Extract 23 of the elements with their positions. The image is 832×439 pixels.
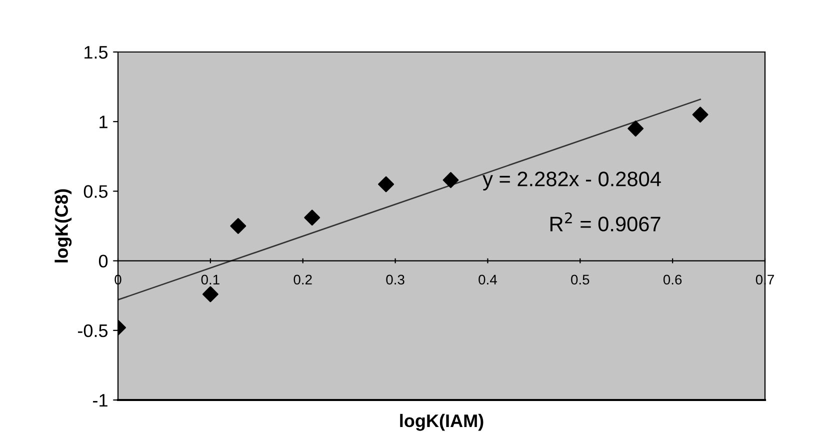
point [230, 218, 246, 234]
point [692, 106, 708, 123]
y-axis-title: logK(C8) [54, 189, 72, 262]
x-tick-label: 0.3 [386, 274, 404, 285]
y-tick-label: 0 [98, 254, 108, 268]
x-tick-label: 0.1 [201, 274, 220, 285]
y-tick-label: -0.5 [78, 324, 108, 338]
annotation: R$^{2}$ = 0.9067 [550, 212, 660, 232]
point [202, 286, 218, 302]
annotation: y = 2.282x - 0.2804 [482, 172, 661, 190]
x-tick-label: 0.4 [478, 274, 497, 285]
y-tick-label: 1.5 [84, 46, 108, 59]
x-axis-title: logK(IAM) [400, 414, 484, 431]
y-tick-label: -1 [93, 394, 108, 407]
y-tick-label: 0.5 [84, 185, 108, 198]
point [628, 120, 644, 137]
point [378, 176, 394, 192]
y-tick-label: 1 [100, 116, 108, 128]
point [304, 210, 320, 226]
point [442, 172, 459, 188]
x-tick-label: 0.2 [294, 274, 312, 285]
x-tick-label: 0.6 [663, 274, 682, 285]
x-tick-label: 0.5 [571, 274, 590, 285]
